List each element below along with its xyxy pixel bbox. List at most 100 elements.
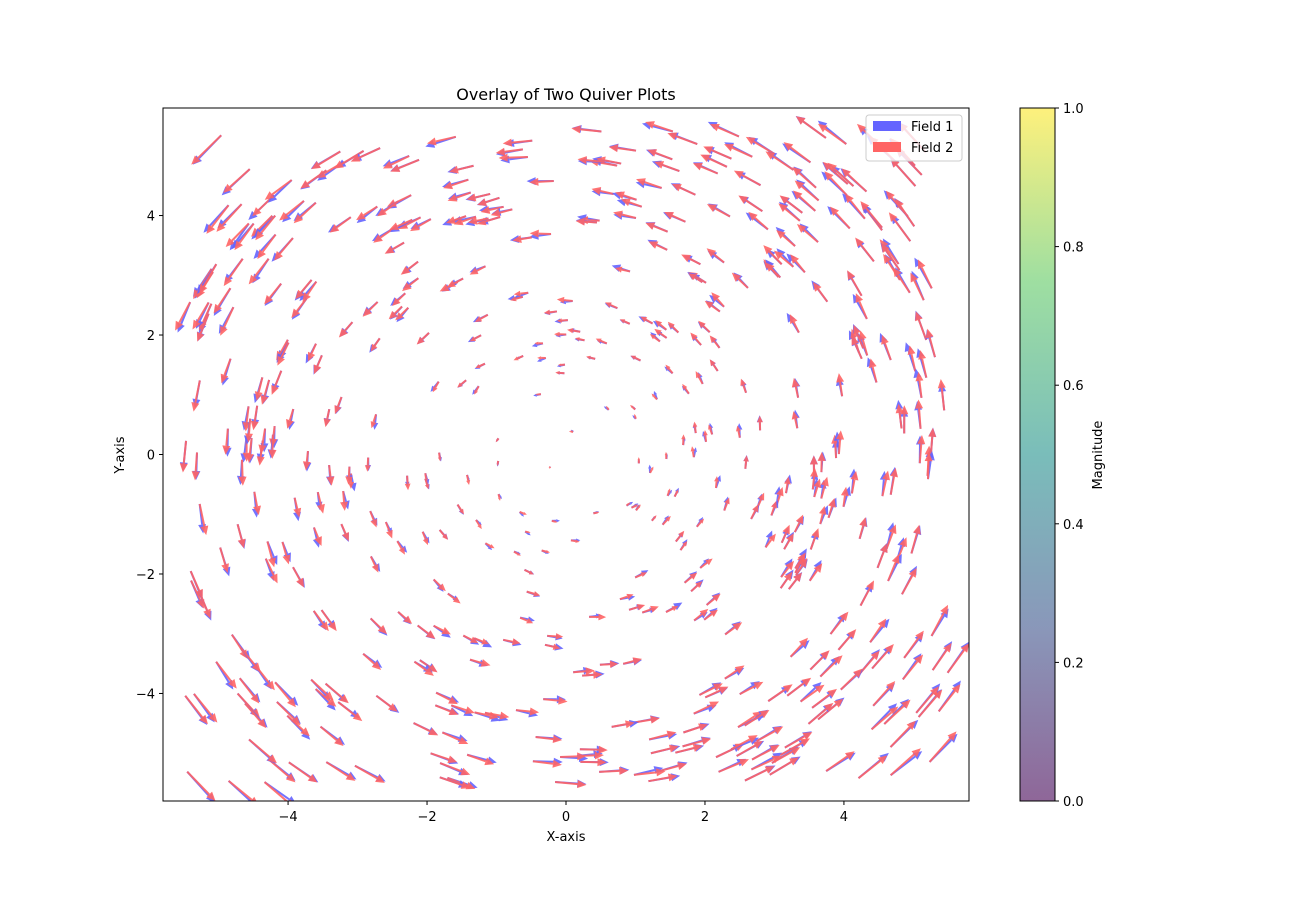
field-2-arrow <box>859 755 888 778</box>
field-2-arrow <box>326 762 355 781</box>
quiver-arrows <box>175 116 969 808</box>
field-2-arrow <box>869 358 877 382</box>
field-2-arrow <box>338 702 362 721</box>
colorbar-gradient <box>1020 108 1055 801</box>
field-2-arrow <box>872 707 899 730</box>
field-2-arrow <box>447 279 463 288</box>
field-2-arrow <box>790 254 805 272</box>
field-2-arrow <box>434 626 451 635</box>
field-2-arrow <box>891 748 921 775</box>
field-2-arrow <box>316 689 337 707</box>
field-2-arrow <box>449 166 473 174</box>
y-tick-label: 2 <box>147 329 155 344</box>
field-2-arrow <box>878 543 888 568</box>
field-2-arrow <box>710 359 718 371</box>
field-2-arrow <box>818 124 846 144</box>
field-2-arrow <box>497 461 499 466</box>
field-2-arrow <box>414 723 439 735</box>
field-2-arrow <box>223 169 249 193</box>
field-2-arrow <box>700 155 727 167</box>
field-2-arrow <box>751 504 758 519</box>
field-2-arrow <box>376 696 397 712</box>
y-tick-label: −2 <box>136 568 155 583</box>
field-2-arrow <box>831 612 849 634</box>
field-2-arrow <box>838 629 856 650</box>
field-2-arrow <box>933 643 952 670</box>
y-axis-label: Y-axis <box>113 436 128 474</box>
field-2-arrow <box>524 570 533 575</box>
field-2-arrow <box>859 517 867 539</box>
field-2-arrow <box>592 187 614 195</box>
field-2-arrow <box>251 406 259 431</box>
field-2-arrow <box>496 438 499 442</box>
field-2-arrow <box>738 195 762 211</box>
field-2-arrow <box>397 541 405 555</box>
field-2-arrow <box>650 334 660 341</box>
field-2-arrow <box>886 191 908 216</box>
field-2-arrow <box>918 259 932 288</box>
field-2-arrow <box>915 311 926 340</box>
field-2-arrow <box>544 310 557 315</box>
field-2-arrow <box>220 307 233 336</box>
field-2-arrow <box>930 731 957 762</box>
field-2-arrow <box>908 345 916 371</box>
field-2-arrow <box>341 524 349 541</box>
field-2-arrow <box>693 163 718 174</box>
field-2-arrow <box>440 530 448 540</box>
field-2-arrow <box>707 248 724 262</box>
field-2-arrow <box>402 278 418 291</box>
y-tick-label: 0 <box>147 449 155 464</box>
colorbar-tick-label: 0.4 <box>1063 518 1084 533</box>
field-2-arrow <box>623 657 642 665</box>
field-2-arrow <box>371 556 378 572</box>
field-2-arrow <box>651 745 679 754</box>
field-2-arrow <box>668 322 679 333</box>
field-2-arrow <box>667 132 697 144</box>
field-2-arrow <box>467 194 491 202</box>
field-2-arrow <box>192 452 200 480</box>
field-2-arrow <box>725 665 745 678</box>
field-2-arrow <box>801 685 825 702</box>
field-2-arrow <box>818 699 843 720</box>
field-2-arrow <box>690 333 701 345</box>
x-tick-label: 0 <box>562 810 570 825</box>
field-2-arrow <box>440 763 470 775</box>
field-2-arrow <box>220 548 229 573</box>
field-2-arrow <box>818 452 826 472</box>
field-2-arrow <box>725 622 742 634</box>
field-2-arrow <box>724 144 752 157</box>
field-2-arrow <box>870 619 886 643</box>
field-2-arrow <box>238 524 246 548</box>
field-2-arrow <box>792 167 816 188</box>
field-2-arrow <box>830 207 850 229</box>
colorbar-tick-label: 0.6 <box>1063 379 1084 394</box>
field-2-arrow <box>302 282 316 302</box>
field-2-arrow <box>245 703 266 728</box>
field-2-arrow <box>356 207 377 220</box>
field-2-arrow <box>527 591 540 596</box>
field-2-arrow <box>433 382 439 393</box>
field-2-arrow <box>571 125 601 133</box>
field-2-arrow <box>387 195 411 207</box>
field-2-arrow <box>745 766 775 780</box>
field-2-arrow <box>308 344 316 362</box>
legend-swatch-field-2 <box>873 142 901 152</box>
field-2-arrow <box>249 259 269 285</box>
legend-label-field-1: Field 1 <box>911 120 953 135</box>
field-2-arrow <box>543 697 567 705</box>
legend-label-field-2: Field 2 <box>911 141 953 156</box>
field-2-arrow <box>939 684 961 711</box>
field-2-arrow <box>491 209 513 217</box>
field-2-arrow <box>569 431 573 433</box>
field-2-arrow <box>265 180 292 200</box>
field-2-arrow <box>740 379 746 393</box>
field-2-arrow <box>649 731 676 740</box>
field-2-arrow <box>193 269 212 299</box>
field-2-arrow <box>919 690 943 717</box>
field-2-arrow <box>856 293 867 319</box>
field-2-arrow <box>792 411 799 428</box>
field-2-arrow <box>257 235 275 259</box>
field-2-arrow <box>427 137 456 146</box>
